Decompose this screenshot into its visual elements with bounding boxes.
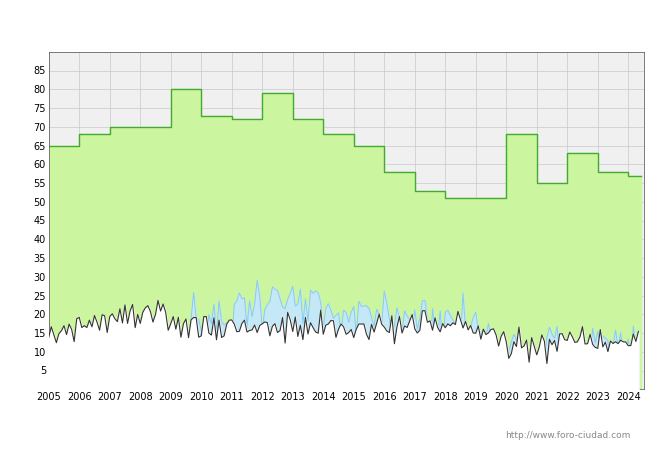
Text: http://www.foro-ciudad.com: http://www.foro-ciudad.com: [505, 431, 630, 440]
Text: Camarillas - Evolucion de la poblacion en edad de Trabajar Mayo de 2024: Camarillas - Evolucion de la poblacion e…: [41, 19, 609, 32]
